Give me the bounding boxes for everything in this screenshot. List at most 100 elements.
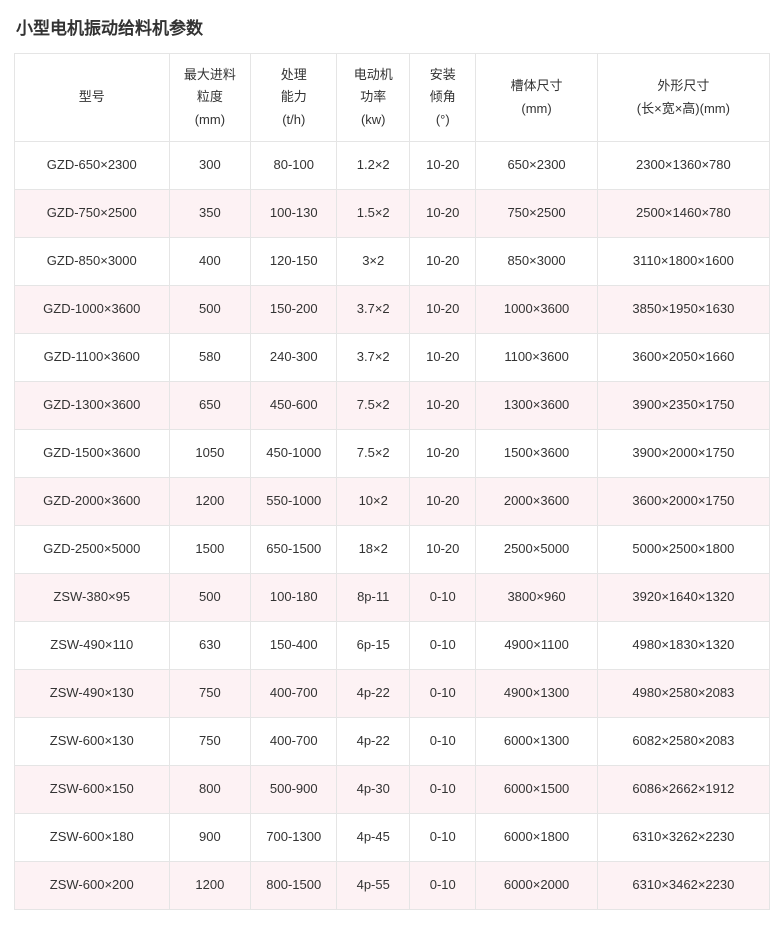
cell: 550-1000 (251, 478, 337, 526)
cell: ZSW-380×95 (15, 574, 170, 622)
table-row: ZSW-490×110630150-4006p-150-104900×11004… (15, 622, 770, 670)
cell: 4p-45 (337, 814, 410, 862)
table-row: GZD-1500×36001050450-10007.5×210-201500×… (15, 430, 770, 478)
table-row: ZSW-600×150800500-9004p-300-106000×15006… (15, 766, 770, 814)
cell: 1.2×2 (337, 142, 410, 190)
cell: 7.5×2 (337, 430, 410, 478)
cell: 6p-15 (337, 622, 410, 670)
col-header-4: 安装倾角(°) (410, 54, 476, 142)
cell: 800-1500 (251, 862, 337, 910)
cell: 10-20 (410, 382, 476, 430)
cell: GZD-2000×3600 (15, 478, 170, 526)
col-header-line: 能力 (255, 86, 332, 108)
cell: 1300×3600 (476, 382, 597, 430)
cell: 2000×3600 (476, 478, 597, 526)
col-header-line: 安装 (414, 64, 471, 86)
table-row: GZD-650×230030080-1001.2×210-20650×23002… (15, 142, 770, 190)
cell: 650×2300 (476, 142, 597, 190)
cell: 80-100 (251, 142, 337, 190)
col-header-line: (mm) (174, 109, 247, 131)
cell: 10-20 (410, 526, 476, 574)
cell: 2500×1460×780 (597, 190, 769, 238)
cell: 1050 (169, 430, 251, 478)
cell: 4p-30 (337, 766, 410, 814)
cell: 4980×2580×2083 (597, 670, 769, 718)
col-header-line: (t/h) (255, 109, 332, 131)
table-row: GZD-1300×3600650450-6007.5×210-201300×36… (15, 382, 770, 430)
cell: 0-10 (410, 814, 476, 862)
cell: GZD-1500×3600 (15, 430, 170, 478)
cell: 450-600 (251, 382, 337, 430)
cell: 0-10 (410, 862, 476, 910)
table-row: ZSW-600×2001200800-15004p-550-106000×200… (15, 862, 770, 910)
cell: 10-20 (410, 430, 476, 478)
cell: 4900×1100 (476, 622, 597, 670)
cell: 6082×2580×2083 (597, 718, 769, 766)
page-title: 小型电机振动给料机参数 (16, 14, 770, 39)
cell: 3800×960 (476, 574, 597, 622)
cell: 10-20 (410, 334, 476, 382)
col-header-line: 粒度 (174, 86, 247, 108)
cell: 650 (169, 382, 251, 430)
cell: 100-180 (251, 574, 337, 622)
cell: 900 (169, 814, 251, 862)
cell: 1500 (169, 526, 251, 574)
cell: ZSW-600×150 (15, 766, 170, 814)
col-header-line: (mm) (480, 98, 592, 120)
cell: 18×2 (337, 526, 410, 574)
cell: 400-700 (251, 670, 337, 718)
cell: 3.7×2 (337, 334, 410, 382)
cell: 3600×2000×1750 (597, 478, 769, 526)
table-row: GZD-750×2500350100-1301.5×210-20750×2500… (15, 190, 770, 238)
cell: GZD-650×2300 (15, 142, 170, 190)
cell: GZD-750×2500 (15, 190, 170, 238)
cell: 750 (169, 718, 251, 766)
cell: 1200 (169, 478, 251, 526)
cell: ZSW-600×200 (15, 862, 170, 910)
cell: 1500×3600 (476, 430, 597, 478)
cell: 10-20 (410, 286, 476, 334)
cell: 300 (169, 142, 251, 190)
cell: 0-10 (410, 766, 476, 814)
cell: GZD-1100×3600 (15, 334, 170, 382)
cell: 6086×2662×1912 (597, 766, 769, 814)
cell: 3110×1800×1600 (597, 238, 769, 286)
cell: 8p-11 (337, 574, 410, 622)
table-row: GZD-1100×3600580240-3003.7×210-201100×36… (15, 334, 770, 382)
cell: 630 (169, 622, 251, 670)
cell: ZSW-600×180 (15, 814, 170, 862)
cell: 150-200 (251, 286, 337, 334)
cell: 3.7×2 (337, 286, 410, 334)
col-header-5: 槽体尺寸(mm) (476, 54, 597, 142)
cell: 2300×1360×780 (597, 142, 769, 190)
cell: 240-300 (251, 334, 337, 382)
col-header-0: 型号 (15, 54, 170, 142)
cell: 0-10 (410, 670, 476, 718)
cell: 500 (169, 286, 251, 334)
col-header-line: 型号 (19, 86, 165, 108)
cell: ZSW-490×130 (15, 670, 170, 718)
cell: GZD-2500×5000 (15, 526, 170, 574)
cell: 700-1300 (251, 814, 337, 862)
cell: ZSW-490×110 (15, 622, 170, 670)
cell: 400-700 (251, 718, 337, 766)
table-row: GZD-1000×3600500150-2003.7×210-201000×36… (15, 286, 770, 334)
col-header-3: 电动机功率(kw) (337, 54, 410, 142)
col-header-6: 外形尺寸(长×宽×高)(mm) (597, 54, 769, 142)
cell: 750×2500 (476, 190, 597, 238)
table-row: ZSW-600×180900700-13004p-450-106000×1800… (15, 814, 770, 862)
cell: 7.5×2 (337, 382, 410, 430)
cell: 4900×1300 (476, 670, 597, 718)
cell: 100-130 (251, 190, 337, 238)
cell: 4p-22 (337, 718, 410, 766)
col-header-line: 处理 (255, 64, 332, 86)
cell: 500-900 (251, 766, 337, 814)
cell: 650-1500 (251, 526, 337, 574)
col-header-line: (kw) (341, 109, 405, 131)
cell: 10-20 (410, 478, 476, 526)
cell: 450-1000 (251, 430, 337, 478)
cell: 3900×2350×1750 (597, 382, 769, 430)
cell: 1.5×2 (337, 190, 410, 238)
cell: 5000×2500×1800 (597, 526, 769, 574)
col-header-line: (长×宽×高)(mm) (602, 98, 765, 120)
